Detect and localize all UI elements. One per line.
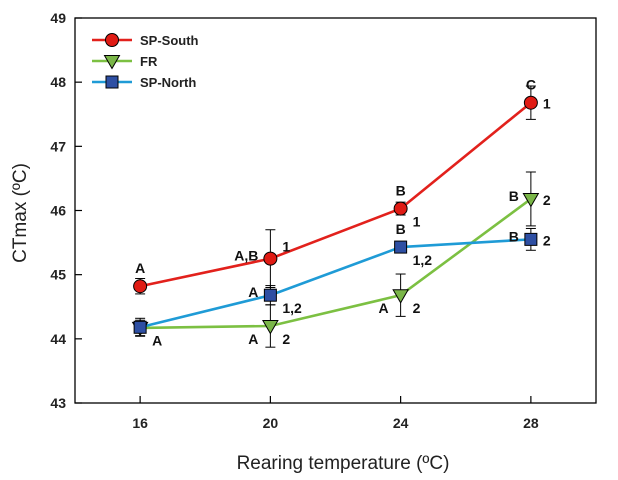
y-tick-label: 46 — [50, 203, 66, 219]
data-point-fr — [262, 320, 279, 335]
annotation-label: 1,2 — [282, 300, 302, 316]
annotation-label: A — [379, 300, 389, 316]
x-tick-label: 20 — [263, 415, 279, 431]
series-line-fr — [140, 197, 532, 330]
annotation-label: A — [248, 284, 258, 300]
annotation-label: 1 — [543, 96, 551, 112]
markers — [131, 95, 540, 337]
annotation-label: 2 — [543, 192, 551, 208]
series-line-sp-south — [139, 101, 532, 288]
annotation-label: B — [396, 183, 406, 199]
y-axis-title: CTmax (ºC) — [10, 163, 31, 263]
legend: SP-South FR SP-North — [92, 33, 199, 90]
annotation-label: 1 — [282, 239, 290, 255]
x-axis-title: Rearing temperature (ºC) — [237, 453, 450, 474]
series-line-sp-north — [139, 238, 531, 329]
y-tick-label: 49 — [50, 10, 66, 26]
annotation-label: B — [509, 188, 519, 204]
annotation-label: 2 — [413, 300, 421, 316]
series-layer — [131, 85, 540, 348]
data-point-sp-south — [523, 95, 538, 110]
annotation-label: C — [526, 77, 536, 93]
annotation-label: 1 — [413, 214, 421, 230]
legend-label: SP-North — [140, 75, 196, 90]
data-point-sp-south — [393, 201, 408, 216]
y-tick-label: 43 — [50, 395, 66, 411]
y-tick-label: 44 — [50, 331, 66, 347]
x-tick-label: 28 — [523, 415, 539, 431]
annotation-label: 2 — [543, 232, 551, 248]
x-axis: 16 20 24 28 — [132, 396, 539, 431]
y-tick-label: 47 — [50, 138, 66, 154]
y-tick-label: 48 — [50, 74, 66, 90]
legend-label: SP-South — [140, 33, 199, 48]
y-tick-label: 45 — [50, 267, 66, 283]
legend-label: FR — [140, 54, 158, 69]
legend-item-sp-north: SP-North — [92, 75, 196, 90]
x-tick-label: 24 — [393, 415, 409, 431]
x-tick-label: 16 — [132, 415, 148, 431]
data-point-sp-south — [263, 251, 278, 266]
data-point-sp-north — [524, 232, 538, 246]
data-point-fr — [392, 289, 409, 304]
data-point-fr — [522, 192, 540, 208]
annotation-label: A,B — [234, 248, 258, 264]
series-lines — [139, 101, 532, 330]
legend-marker — [105, 75, 119, 89]
data-point-sp-south — [133, 279, 148, 294]
error-bars — [135, 85, 536, 348]
annotation-label: B — [396, 221, 406, 237]
data-point-sp-north — [263, 288, 277, 302]
annotation-label: A — [135, 260, 145, 276]
legend-item-fr: FR — [92, 54, 158, 70]
legend-marker — [105, 33, 119, 47]
legend-item-sp-south: SP-South — [92, 33, 199, 48]
annotation-label: A — [248, 331, 258, 347]
data-point-sp-north — [133, 320, 147, 334]
annotation-label: A — [152, 332, 162, 348]
y-axis: 43 44 45 46 47 48 49 — [50, 10, 82, 411]
data-point-sp-north — [394, 240, 408, 254]
annotation-label: 1,2 — [413, 252, 433, 268]
legend-marker — [103, 55, 121, 70]
annotation-label: 2 — [282, 331, 290, 347]
annotation-label: B — [509, 228, 519, 244]
